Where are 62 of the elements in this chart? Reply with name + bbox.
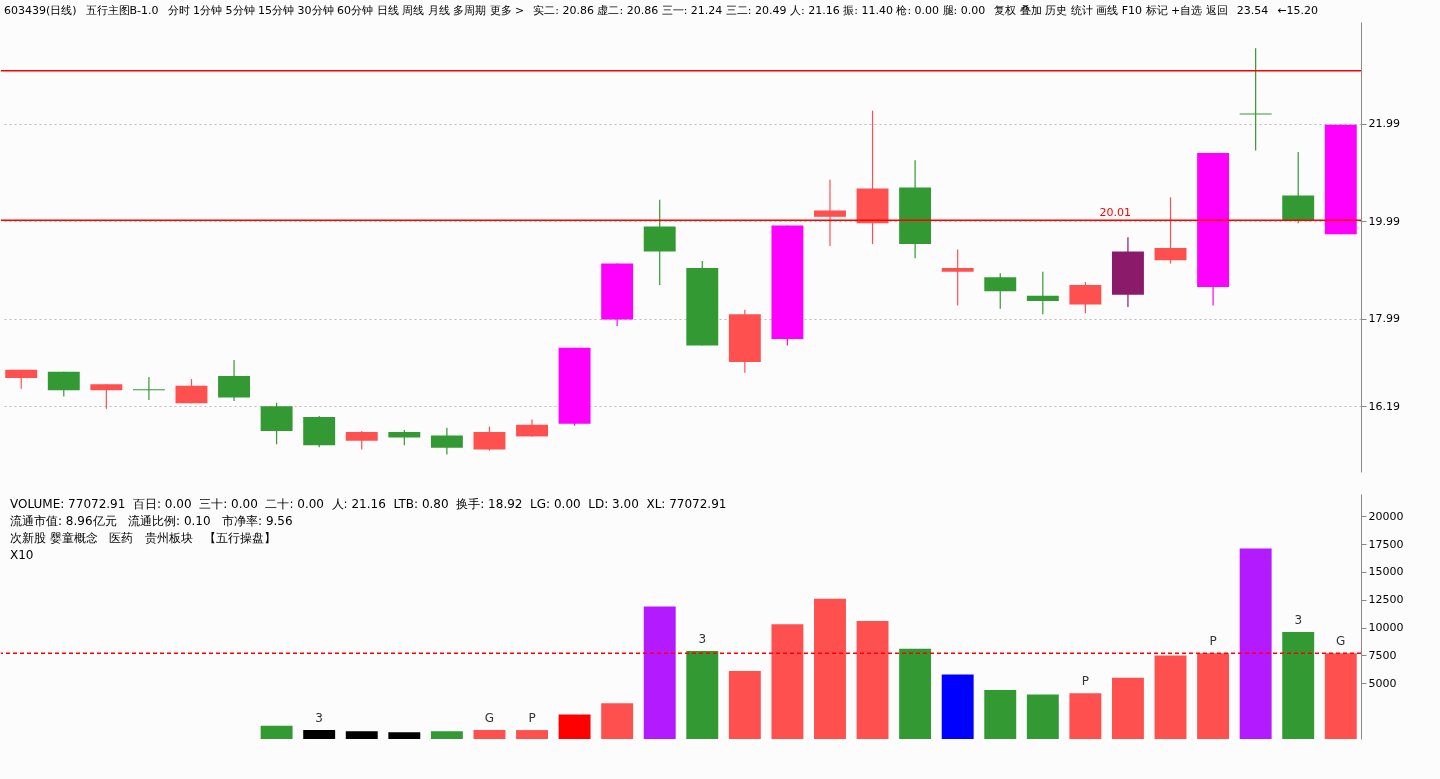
annotation: 3 — [698, 632, 707, 647]
bar — [771, 624, 804, 739]
bar — [1282, 632, 1315, 739]
bar — [1026, 694, 1059, 739]
bar — [601, 703, 634, 739]
y-tick-label: 15000 — [1368, 565, 1404, 579]
candlestick — [1026, 271, 1059, 315]
chart-title: 603439(日线) — [4, 2, 77, 18]
annotation: P — [528, 711, 536, 726]
text: 实二: 20.86 虚二: 20.86 三一: 21.24 三二: 20.49 人: 21.16 振: 11.40 枪: 0.00 腿: 0.00 — [533, 2, 986, 18]
bar — [388, 732, 421, 739]
text: 复权 叠加 历史 统计 画线 F10 标记 +自选 返回 — [994, 2, 1228, 18]
y-tick-label: 16.19 — [1368, 399, 1400, 413]
y-tick-label: 17500 — [1368, 537, 1404, 551]
bar — [1324, 653, 1357, 739]
y-tick-label: 12500 — [1368, 593, 1404, 607]
bar — [643, 606, 676, 739]
bar — [1069, 693, 1102, 739]
annotation: 流通市值: 8.96亿元 流通比例: 0.10 市净率: 9.56 — [10, 513, 294, 530]
text: 23.54 — [1236, 3, 1269, 17]
chart-subtitle: 五行主图B-1.0 — [85, 2, 159, 18]
bar — [1239, 548, 1272, 739]
y-tick-label: 10000 — [1368, 621, 1404, 635]
bar — [345, 731, 378, 739]
bar — [516, 730, 548, 739]
annotation: 3 — [1294, 613, 1303, 628]
ref-line-label: 20.01 — [1099, 206, 1131, 220]
annotation: VOLUME: 77072.91 百日: 0.00 三十: 0.00 二十: 0.00 人: 21.16 LTB: 0.80 换手: 18.92 LG: 0.00 LD: 3.00 XL: 77072.91 — [10, 496, 727, 513]
bar — [303, 730, 336, 739]
bar — [984, 690, 1017, 739]
bar — [473, 730, 506, 739]
text: ←15.20 — [1277, 3, 1319, 17]
candlestick — [1239, 47, 1272, 152]
text: 分时 1分钟 5分钟 15分钟 30分钟 60分钟 日线 周线 月线 多周期 更多 > — [167, 2, 525, 18]
y-tick-label: 20000 — [1368, 509, 1404, 523]
bar — [814, 598, 846, 739]
bar — [260, 725, 293, 739]
candlestick — [941, 248, 974, 307]
bar — [941, 674, 974, 739]
annotation: G — [1336, 634, 1346, 649]
bar — [728, 671, 761, 739]
bar — [1111, 677, 1144, 739]
y-tick-label: 5000 — [1368, 676, 1397, 690]
annotation: 次新股 婴童概念 医药 贵州板块 【五行操盘】 — [10, 530, 278, 547]
annotation: P — [1209, 634, 1217, 649]
bar — [1154, 655, 1187, 739]
bar — [430, 731, 463, 739]
annotation: G — [484, 711, 495, 726]
y-tick-label: 21.99 — [1368, 117, 1400, 131]
bar — [899, 648, 932, 739]
bar — [558, 714, 591, 739]
annotation: X10 — [10, 547, 35, 564]
y-tick-label: 17.99 — [1368, 312, 1400, 326]
bar — [1197, 653, 1230, 739]
y-tick-label: 7500 — [1368, 648, 1397, 662]
annotation: P — [1081, 674, 1090, 689]
bar — [856, 620, 889, 739]
y-tick-label: 19.99 — [1368, 214, 1400, 228]
bar — [686, 651, 719, 739]
candlestick — [132, 376, 165, 401]
annotation: 3 — [315, 711, 323, 726]
candlestick — [814, 179, 846, 247]
